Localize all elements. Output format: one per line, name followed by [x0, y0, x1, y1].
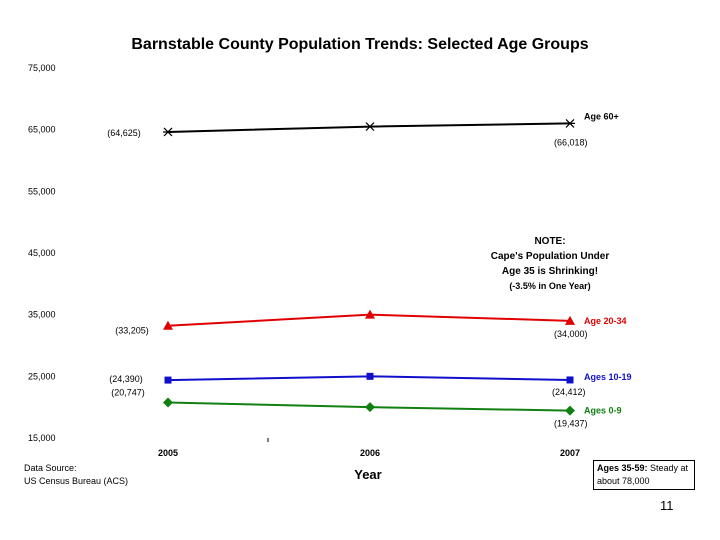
data-point	[164, 376, 172, 384]
y-tick-label: 55,000	[28, 186, 56, 196]
data-label: (20,747)	[111, 388, 145, 398]
data-label: (24,390)	[109, 374, 143, 384]
source-line-1: Data Source:	[24, 463, 77, 473]
x-tick-label: 2007	[560, 448, 580, 458]
steady-note: Ages 35-59: Steady at about 78,000	[593, 460, 695, 490]
data-label: (33,205)	[115, 326, 149, 336]
series-name-label: Age 60+	[584, 111, 619, 121]
y-tick-label: 75,000	[28, 63, 56, 73]
steady-text: Steady at about 78,000	[597, 463, 689, 486]
x-tick-label: 2005	[158, 448, 178, 458]
data-point	[365, 122, 375, 132]
series-name-label: Ages 10-19	[584, 372, 632, 382]
series-name-label: Ages 0-9	[584, 406, 622, 416]
data-label: (34,000)	[554, 329, 588, 339]
chart-title: Barnstable County Population Trends: Sel…	[131, 36, 589, 53]
data-label: (19,437)	[554, 419, 588, 429]
data-point	[163, 320, 173, 330]
y-tick-label: 65,000	[28, 125, 56, 135]
x-tick-label: 2006	[360, 448, 380, 458]
note-line-2: Age 35 is Shrinking!	[501, 266, 599, 277]
data-source: Data Source: US Census Bureau (ACS)	[24, 462, 128, 488]
y-tick-label: 15,000	[28, 433, 56, 443]
data-label: (66,018)	[554, 137, 588, 147]
note-line-3: (-3.5% in One Year)	[509, 281, 591, 291]
note-heading: NOTE:	[534, 236, 566, 247]
data-point	[163, 127, 173, 137]
data-point	[566, 376, 574, 384]
page-number: 11	[660, 498, 674, 513]
data-point	[565, 405, 575, 416]
note-line-1: Cape's Population Under	[490, 251, 610, 262]
x-axis-title: Year	[354, 467, 382, 482]
data-label: (64,625)	[107, 128, 141, 138]
data-point	[565, 118, 575, 128]
series-name-label: Age 20-34	[584, 316, 627, 326]
data-label: (24,412)	[552, 387, 586, 397]
y-tick-label: 25,000	[28, 371, 56, 381]
data-point	[365, 309, 375, 319]
y-tick-label: 45,000	[28, 248, 56, 258]
note-box: NOTE: Cape's Population Under Age 35 is …	[470, 234, 630, 294]
y-tick-label: 35,000	[28, 310, 56, 320]
data-point	[365, 402, 375, 413]
data-point	[366, 372, 374, 380]
steady-label: Ages 35-59:	[597, 463, 648, 473]
data-point	[163, 397, 173, 408]
data-point	[565, 315, 575, 325]
source-line-2: US Census Bureau (ACS)	[24, 476, 129, 486]
